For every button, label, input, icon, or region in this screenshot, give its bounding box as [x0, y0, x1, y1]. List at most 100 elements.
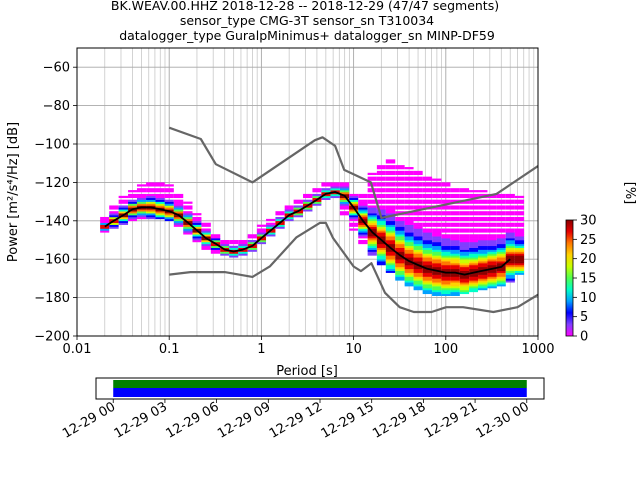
- density-cell: [469, 253, 479, 256]
- density-cell: [505, 270, 515, 273]
- density-cell: [432, 289, 442, 293]
- density-cell: [432, 195, 442, 199]
- density-cell: [293, 205, 304, 208]
- density-cell: [404, 280, 414, 283]
- density-cell: [478, 247, 488, 250]
- density-cell: [514, 205, 525, 208]
- density-cell: [432, 213, 442, 216]
- density-cell: [136, 201, 147, 204]
- density-cell: [450, 207, 460, 210]
- density-cell: [109, 215, 119, 218]
- density-cell: [505, 216, 515, 220]
- density-cell: [395, 270, 405, 273]
- x-tick-label: 1000: [521, 342, 554, 357]
- density-cell: [164, 211, 174, 214]
- density-cell: [514, 195, 525, 199]
- density-cell: [349, 213, 359, 216]
- density-cell: [367, 211, 377, 214]
- density-cell: [385, 201, 396, 204]
- density-cell: [321, 188, 331, 191]
- density-cell: [459, 266, 470, 270]
- density-cell: [505, 240, 515, 243]
- density-cell: [385, 216, 396, 220]
- density-cell: [118, 201, 129, 204]
- density-cell: [422, 238, 433, 241]
- density-cell: [422, 190, 433, 193]
- density-cell: [376, 245, 386, 248]
- density-cell: [136, 197, 147, 200]
- density-cell: [404, 278, 414, 281]
- density-cell: [441, 207, 451, 210]
- density-cell: [432, 255, 442, 258]
- density-cell: [128, 218, 137, 222]
- density-cell: [459, 230, 470, 233]
- density-cell: [505, 263, 515, 266]
- density-cell: [358, 224, 368, 227]
- density-cell: [505, 274, 515, 277]
- density-cell: [330, 192, 340, 195]
- density-cell: [404, 241, 414, 245]
- density-cell: [229, 241, 239, 245]
- density-cell: [303, 195, 313, 199]
- density-cell: [459, 218, 470, 222]
- density-cell: [164, 215, 174, 218]
- density-cell: [459, 261, 470, 264]
- density-cell: [514, 222, 525, 225]
- density-cell: [422, 259, 433, 262]
- density-cell: [358, 228, 368, 231]
- density-cell: [469, 266, 479, 270]
- density-cell: [441, 263, 451, 266]
- density-cell: [210, 247, 221, 250]
- density-cell: [413, 284, 423, 287]
- density-cell: [192, 232, 202, 235]
- density-cell: [358, 234, 368, 237]
- density-cell: [469, 193, 479, 197]
- density-cell: [514, 264, 525, 268]
- density-cell: [422, 205, 433, 208]
- density-cell: [247, 236, 257, 239]
- density-cell: [367, 224, 377, 227]
- density-cell: [367, 241, 377, 245]
- density-cell: [441, 195, 451, 199]
- density-cell: [303, 209, 313, 212]
- density-cell: [432, 259, 442, 262]
- density-cell: [395, 276, 405, 279]
- density-cell: [478, 251, 488, 254]
- density-cell: [413, 243, 423, 247]
- density-cell: [469, 216, 479, 220]
- density-cell: [395, 263, 405, 266]
- density-cell: [404, 272, 414, 275]
- density-cell: [505, 280, 515, 283]
- density-cell: [395, 251, 405, 254]
- density-cell: [514, 255, 525, 258]
- density-cell: [109, 222, 119, 225]
- density-cell: [487, 205, 497, 208]
- density-cell: [376, 251, 386, 254]
- density-cell: [478, 259, 488, 262]
- density-cell: [404, 170, 414, 174]
- density-cell: [413, 266, 423, 270]
- density-cell: [192, 238, 202, 241]
- density-cell: [422, 222, 433, 225]
- density-cell: [136, 188, 147, 191]
- density-cell: [385, 226, 396, 229]
- density-cell: [376, 193, 386, 197]
- x-tick-label: 1: [257, 342, 265, 357]
- density-cell: [404, 178, 414, 181]
- density-cell: [496, 272, 506, 275]
- density-cell: [496, 228, 506, 231]
- density-cell: [432, 247, 442, 250]
- density-cell: [413, 211, 423, 214]
- density-cell: [229, 251, 239, 254]
- density-cell: [404, 234, 414, 237]
- density-cell: [422, 253, 433, 256]
- density-cell: [164, 184, 174, 187]
- density-cell: [413, 232, 423, 235]
- density-cell: [432, 284, 442, 287]
- density-cell: [478, 230, 488, 233]
- density-cell: [376, 226, 386, 229]
- density-cell: [496, 259, 506, 262]
- density-cell: [413, 172, 423, 176]
- density-cell: [450, 245, 460, 248]
- density-cell: [413, 264, 423, 268]
